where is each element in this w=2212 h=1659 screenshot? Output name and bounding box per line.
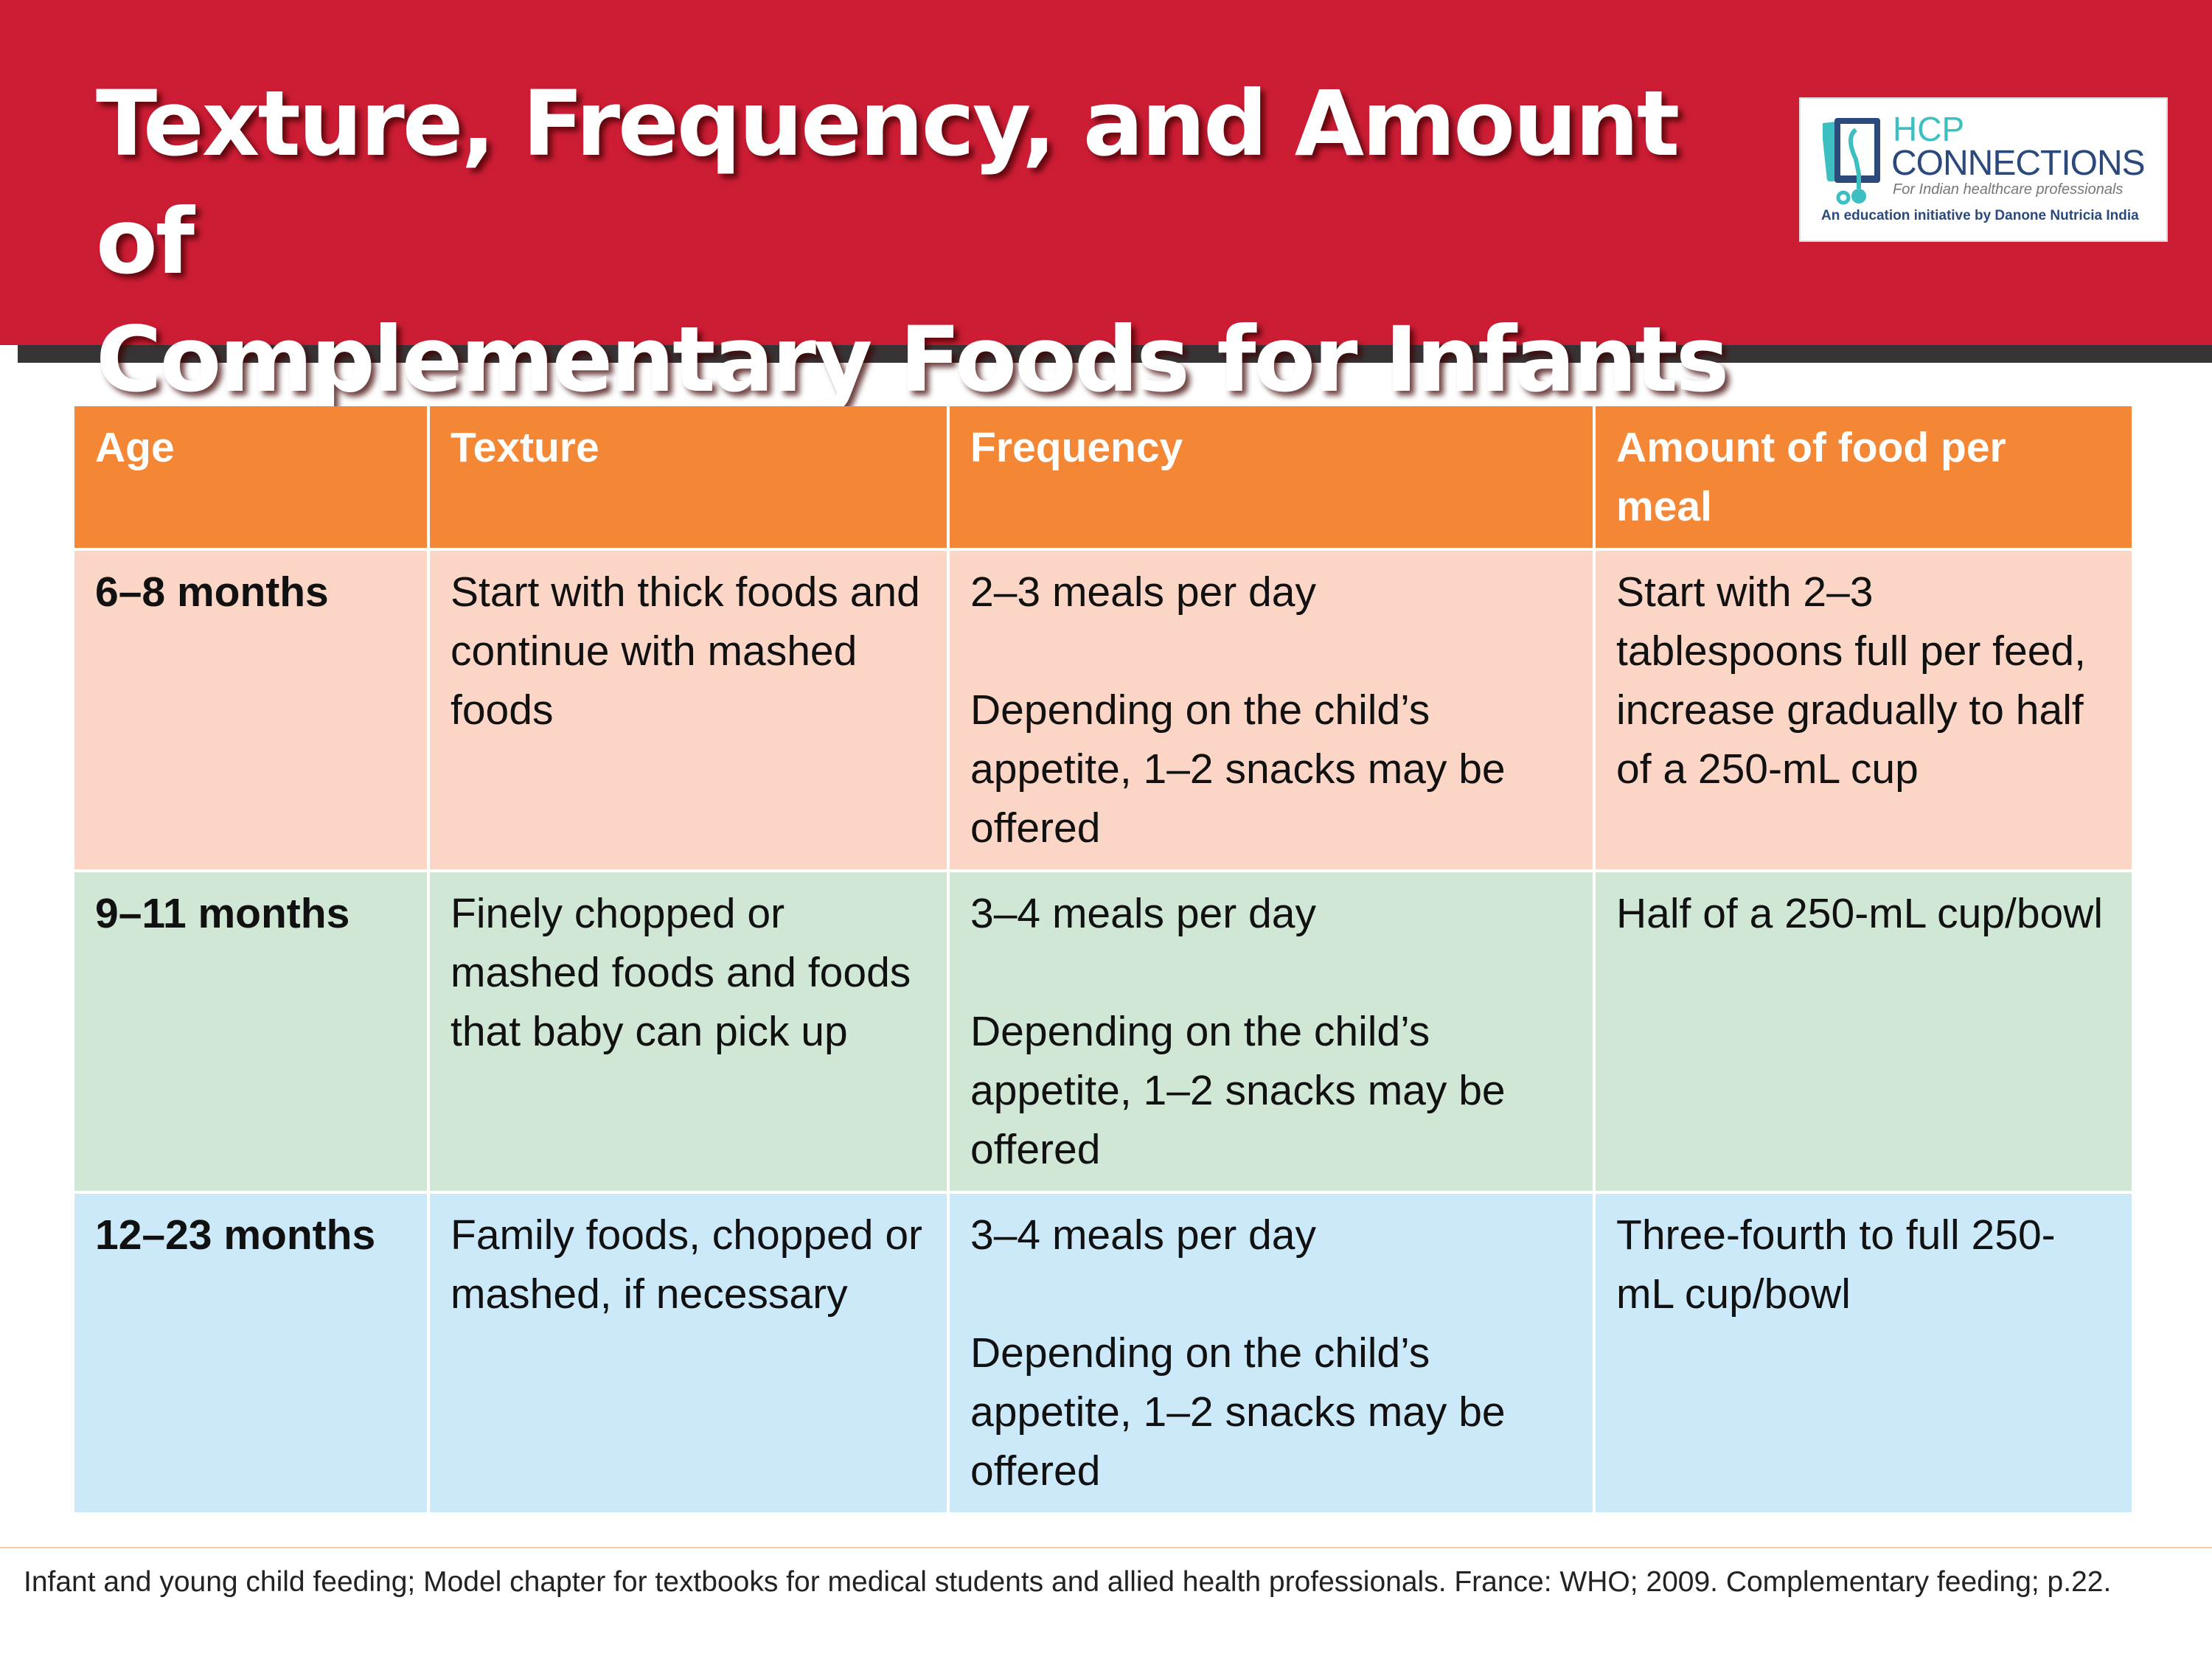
title-line-2: Complementary Foods for Infants: [96, 307, 1729, 412]
feeding-table: Age Texture Frequency Amount of food per…: [72, 403, 2135, 1515]
table-row: 6–8 months Start with thick foods and co…: [74, 551, 2132, 869]
banner-divider: [18, 345, 2212, 363]
footer-divider: [0, 1547, 2212, 1548]
cell-texture: Finely chopped or mashed foods and foods…: [430, 872, 947, 1191]
cell-frequency: 2–3 meals per day Depending on the child’…: [950, 551, 1593, 869]
hcp-connections-logo: HCP CONNECTIONS For Indian healthcare pr…: [1799, 97, 2168, 242]
logo-tagline: For Indian healthcare professionals: [1893, 181, 2124, 198]
page-title: Texture, Frequency, and Amount of Comple…: [96, 65, 1792, 419]
table-row: 9–11 months Finely chopped or mashed foo…: [74, 872, 2132, 1191]
logo-initiative: An education initiative by Danone Nutric…: [1821, 208, 2139, 223]
tablet-stethoscope-icon: [1823, 118, 1880, 205]
table-header-row: Age Texture Frequency Amount of food per…: [74, 406, 2132, 548]
cell-amount: Start with 2–3 tablespoons full per feed…: [1596, 551, 2132, 869]
frequency-text: 2–3 meals per day: [970, 568, 1316, 616]
header-texture: Texture: [430, 406, 947, 548]
table-row: 12–23 months Family foods, chopped or ma…: [74, 1194, 2132, 1512]
frequency-note: Depending on the child’s appetite, 1–2 s…: [970, 686, 1506, 852]
cell-age: 6–8 months: [74, 551, 427, 869]
cell-amount: Half of a 250-mL cup/bowl: [1596, 872, 2132, 1191]
frequency-note: Depending on the child’s appetite, 1–2 s…: [970, 1008, 1506, 1173]
reference-footnote: Infant and young child feeding; Model ch…: [24, 1566, 2112, 1598]
cell-age: 9–11 months: [74, 872, 427, 1191]
title-line-1: Texture, Frequency, and Amount of: [96, 72, 1680, 294]
cell-frequency: 3–4 meals per day Depending on the child’…: [950, 1194, 1593, 1512]
cell-age: 12–23 months: [74, 1194, 427, 1512]
logo-connections-text: CONNECTIONS: [1891, 144, 2146, 183]
frequency-note: Depending on the child’s appetite, 1–2 s…: [970, 1329, 1506, 1495]
header-age: Age: [74, 406, 427, 548]
cell-amount: Three-fourth to full 250-mL cup/bowl: [1596, 1194, 2132, 1512]
frequency-text: 3–4 meals per day: [970, 890, 1316, 937]
header-frequency: Frequency: [950, 406, 1593, 548]
cell-texture: Family foods, chopped or mashed, if nece…: [430, 1194, 947, 1512]
header-amount: Amount of food per meal: [1596, 406, 2132, 548]
logo-hcp-text: HCP: [1893, 110, 1965, 148]
cell-texture: Start with thick foods and continue with…: [430, 551, 947, 869]
cell-frequency: 3–4 meals per day Depending on the child’…: [950, 872, 1593, 1191]
frequency-text: 3–4 meals per day: [970, 1211, 1316, 1259]
